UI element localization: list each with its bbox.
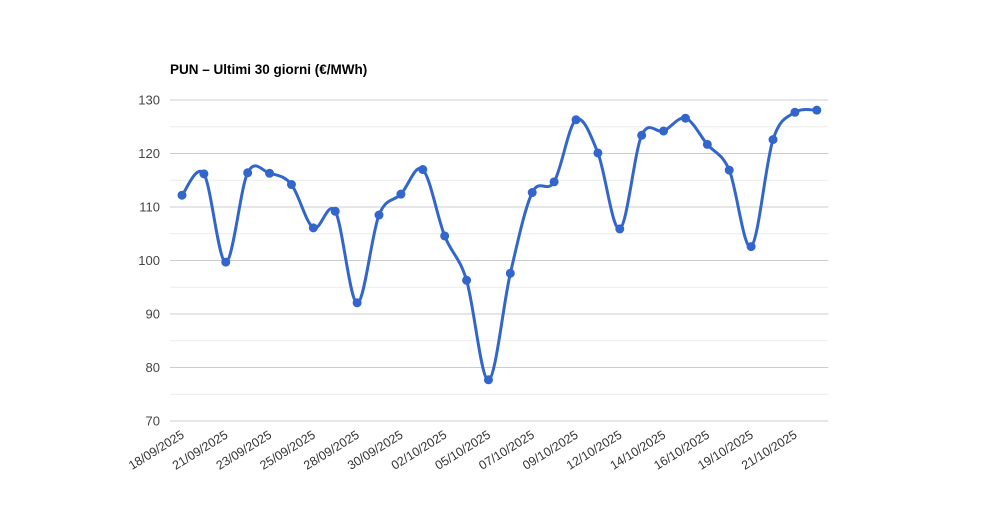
- data-point[interactable]: [812, 105, 822, 115]
- data-point[interactable]: [199, 169, 209, 179]
- data-point[interactable]: [330, 206, 340, 216]
- data-point[interactable]: [352, 298, 362, 308]
- data-point[interactable]: [571, 115, 581, 125]
- y-axis-tick-label: 130: [138, 93, 160, 108]
- series-line: [180, 108, 819, 382]
- chart-title: PUN – Ultimi 30 giorni (€/MWh): [170, 62, 368, 77]
- y-axis-tick-label: 90: [146, 307, 160, 322]
- y-axis-tick-label: 80: [146, 360, 160, 375]
- data-point[interactable]: [462, 275, 472, 285]
- data-point[interactable]: [505, 268, 515, 278]
- data-point[interactable]: [177, 190, 187, 200]
- data-point[interactable]: [593, 148, 603, 158]
- data-point[interactable]: [702, 139, 712, 149]
- data-point[interactable]: [746, 242, 756, 252]
- data-point[interactable]: [659, 126, 669, 136]
- data-point[interactable]: [418, 165, 428, 175]
- data-point[interactable]: [549, 177, 559, 187]
- y-axis-tick-label: 100: [138, 253, 160, 268]
- data-point[interactable]: [308, 223, 318, 233]
- data-point[interactable]: [221, 257, 231, 267]
- data-point[interactable]: [396, 189, 406, 199]
- data-point[interactable]: [440, 231, 450, 241]
- y-axis-tick-label: 70: [146, 414, 160, 429]
- data-point[interactable]: [615, 224, 625, 234]
- data-point[interactable]: [483, 375, 493, 385]
- data-point[interactable]: [265, 168, 275, 178]
- data-point[interactable]: [724, 165, 734, 175]
- y-axis-tick-label: 120: [138, 146, 160, 161]
- data-point[interactable]: [243, 168, 253, 178]
- data-point[interactable]: [527, 188, 537, 198]
- data-point[interactable]: [790, 107, 800, 117]
- data-point[interactable]: [680, 113, 690, 123]
- data-point[interactable]: [374, 210, 384, 220]
- data-point[interactable]: [637, 130, 647, 140]
- data-point[interactable]: [286, 180, 296, 190]
- y-axis-tick-label: 110: [139, 200, 160, 215]
- data-point[interactable]: [768, 135, 778, 145]
